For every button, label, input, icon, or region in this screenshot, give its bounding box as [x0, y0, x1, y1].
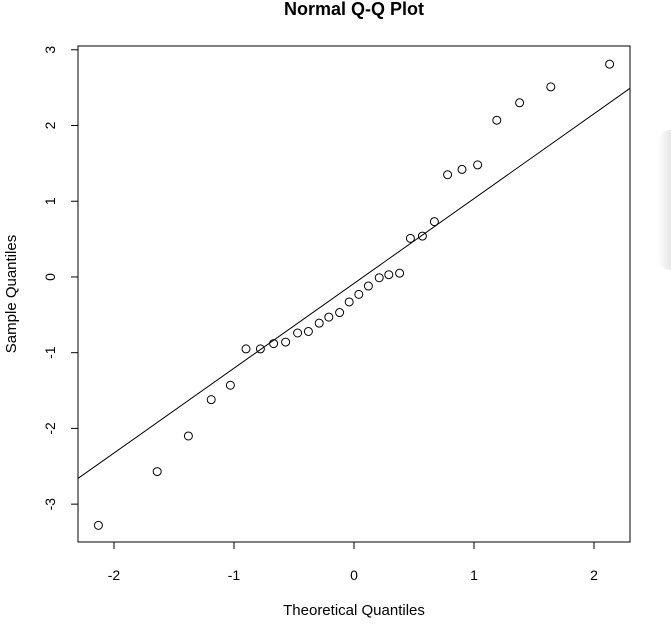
data-point	[269, 339, 279, 349]
x-tick-label: 1	[470, 567, 478, 583]
y-tick-label: -1	[42, 346, 58, 359]
data-point	[395, 268, 405, 278]
data-point	[354, 289, 364, 299]
data-point	[206, 395, 216, 405]
data-point	[429, 217, 439, 227]
data-point	[335, 308, 345, 318]
x-tick-label: -1	[228, 567, 241, 583]
data-point	[492, 115, 502, 125]
data-point	[152, 467, 162, 477]
y-axis: -3 -2 -1 0 1 2 3	[42, 46, 78, 511]
data-point	[605, 59, 615, 69]
data-point	[515, 98, 525, 108]
y-axis-label: Sample Quantiles	[3, 235, 20, 353]
data-point	[303, 326, 313, 336]
data-point	[405, 233, 415, 243]
data-point	[93, 520, 103, 530]
data-point	[314, 318, 324, 328]
data-point	[473, 160, 483, 170]
x-tick-label: -2	[108, 567, 121, 583]
y-tick-label: 3	[42, 46, 58, 54]
data-point	[241, 344, 251, 354]
data-points	[93, 59, 615, 530]
x-tick-label: 2	[590, 567, 598, 583]
y-tick-label: 1	[42, 197, 58, 205]
data-point	[293, 328, 303, 338]
data-point	[546, 82, 556, 92]
y-tick-label: -2	[42, 422, 58, 435]
y-tick-label: -3	[42, 498, 58, 511]
data-point	[225, 380, 235, 390]
data-point	[281, 337, 291, 347]
plot-frame	[77, 45, 631, 543]
data-point	[417, 231, 427, 241]
x-tick-label: 0	[350, 567, 358, 583]
data-point	[344, 297, 354, 307]
data-point	[324, 312, 334, 322]
data-point	[374, 273, 384, 283]
data-point	[255, 344, 265, 354]
data-point	[443, 170, 453, 180]
reference-line-group	[77, 87, 631, 479]
qq-reference-line	[77, 87, 631, 479]
data-point	[384, 270, 394, 280]
window-edge-shadow	[657, 130, 671, 270]
x-axis: -2 -1 0 1 2	[108, 542, 598, 583]
data-point	[363, 281, 373, 291]
y-tick-label: 2	[42, 121, 58, 129]
y-tick-label: 0	[42, 273, 58, 281]
data-point	[457, 164, 467, 174]
x-axis-label: Theoretical Quantiles	[283, 602, 425, 619]
data-point	[183, 431, 193, 441]
chart-title: Normal Q-Q Plot	[284, 0, 424, 19]
